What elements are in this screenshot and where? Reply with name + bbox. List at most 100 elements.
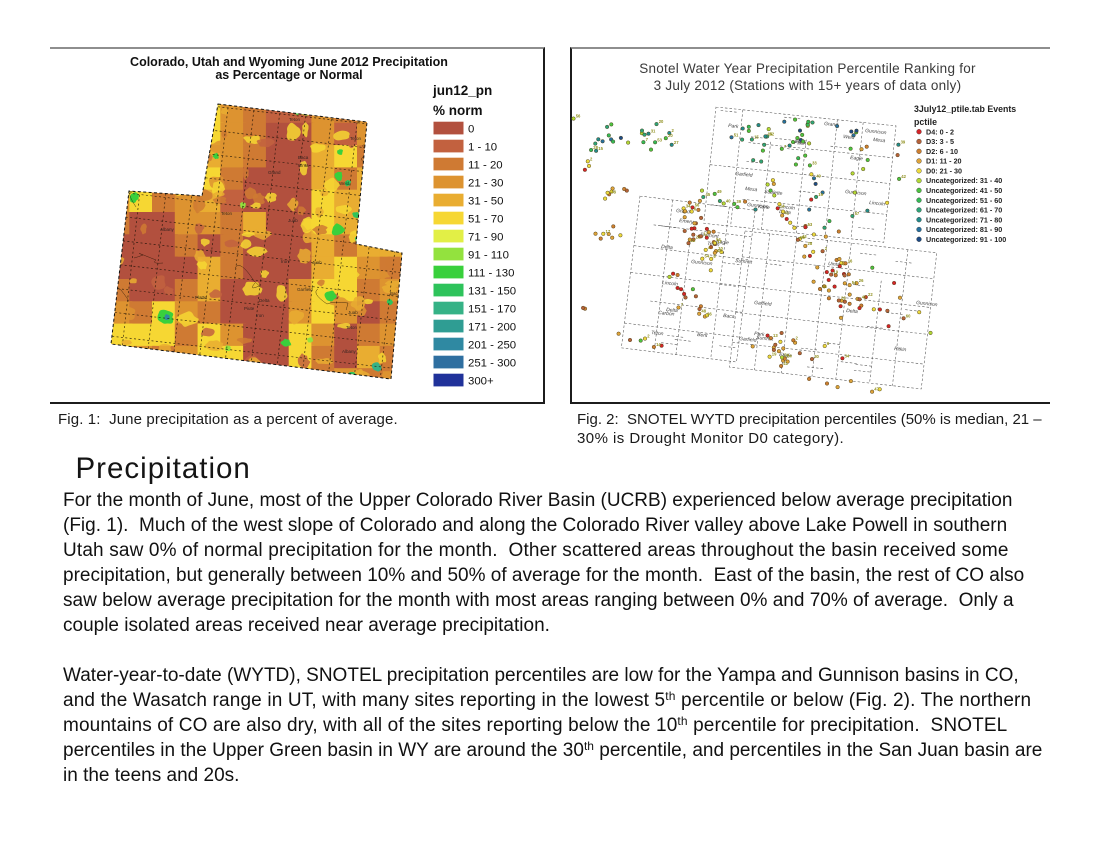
svg-text:Gunnison: Gunnison <box>691 259 713 267</box>
svg-text:Weld: Weld <box>187 152 198 157</box>
svg-text:Albany: Albany <box>342 349 357 354</box>
svg-text:6: 6 <box>694 207 697 212</box>
svg-text:15: 15 <box>754 135 759 140</box>
svg-text:17: 17 <box>606 229 611 234</box>
svg-text:Piute: Piute <box>244 306 255 311</box>
svg-text:31 - 50: 31 - 50 <box>468 195 503 207</box>
svg-text:10: 10 <box>718 246 723 251</box>
svg-text:21 - 30: 21 - 30 <box>468 177 503 189</box>
svg-text:28: 28 <box>808 241 813 246</box>
svg-text:14: 14 <box>656 342 661 347</box>
svg-text:42: 42 <box>901 174 906 179</box>
svg-text:Iron: Iron <box>256 313 264 318</box>
svg-text:Carbon: Carbon <box>658 310 675 318</box>
svg-text:Park: Park <box>754 331 765 338</box>
svg-text:2: 2 <box>825 246 828 251</box>
svg-text:D0: 21 - 30: D0: 21 - 30 <box>926 166 962 175</box>
svg-text:34: 34 <box>845 353 850 358</box>
svg-text:Baca: Baca <box>390 291 401 296</box>
svg-text:26: 26 <box>841 296 846 301</box>
svg-text:Juab: Juab <box>377 124 387 129</box>
svg-text:53: 53 <box>808 222 813 227</box>
svg-text:Platte: Platte <box>133 146 145 151</box>
svg-text:22: 22 <box>691 238 696 243</box>
svg-text:Teton: Teton <box>289 117 301 122</box>
svg-text:43: 43 <box>802 234 807 239</box>
svg-text:Emery: Emery <box>679 218 694 226</box>
svg-text:11 - 20: 11 - 20 <box>468 159 503 171</box>
svg-text:2: 2 <box>796 335 799 340</box>
svg-text:16: 16 <box>848 258 853 263</box>
svg-text:Delta: Delta <box>259 298 270 303</box>
svg-text:Summit: Summit <box>735 258 753 266</box>
svg-text:201 - 250: 201 - 250 <box>468 339 516 351</box>
svg-text:Weld: Weld <box>843 134 855 141</box>
svg-text:Park: Park <box>728 123 739 130</box>
svg-text:47: 47 <box>874 387 879 392</box>
svg-text:Bent: Bent <box>697 332 708 339</box>
svg-text:24: 24 <box>787 354 792 359</box>
svg-text:19: 19 <box>833 270 838 275</box>
svg-text:15: 15 <box>598 146 603 151</box>
svg-text:Juab: Juab <box>288 218 298 223</box>
svg-text:Uncategorized: 31 - 40: Uncategorized: 31 - 40 <box>926 176 1002 185</box>
svg-text:Iron: Iron <box>281 259 289 264</box>
svg-text:17: 17 <box>717 239 722 244</box>
svg-text:Lincoln: Lincoln <box>869 200 886 208</box>
svg-text:D1: 11 - 20: D1: 11 - 20 <box>926 157 962 166</box>
svg-text:41: 41 <box>783 361 788 366</box>
svg-text:34: 34 <box>686 203 691 208</box>
svg-text:Weld: Weld <box>339 181 350 186</box>
svg-text:13: 13 <box>773 333 778 338</box>
svg-text:Juab: Juab <box>348 310 358 315</box>
svg-text:Teton: Teton <box>651 330 664 337</box>
svg-text:54: 54 <box>784 352 789 357</box>
svg-text:28: 28 <box>593 145 598 150</box>
svg-text:45: 45 <box>706 192 711 197</box>
svg-text:171 - 200: 171 - 200 <box>468 321 516 333</box>
svg-text:19: 19 <box>772 352 777 357</box>
svg-text:Garfield: Garfield <box>739 336 757 344</box>
svg-text:46: 46 <box>717 248 722 253</box>
svg-text:56: 56 <box>576 114 581 119</box>
svg-text:60: 60 <box>906 313 911 318</box>
svg-text:20: 20 <box>659 119 664 124</box>
svg-text:7: 7 <box>784 144 787 149</box>
svg-text:9: 9 <box>713 254 716 259</box>
svg-text:31: 31 <box>651 129 656 134</box>
svg-text:Uncategorized: 81 - 90: Uncategorized: 81 - 90 <box>926 225 1002 234</box>
svg-text:Eagle: Eagle <box>850 155 864 162</box>
svg-text:D4: 0 - 2: D4: 0 - 2 <box>926 127 954 136</box>
svg-text:54: 54 <box>716 237 721 242</box>
svg-text:Juab: Juab <box>312 260 322 265</box>
svg-text:33: 33 <box>812 160 817 165</box>
svg-text:18: 18 <box>768 131 773 136</box>
svg-text:7: 7 <box>681 303 684 308</box>
svg-text:39: 39 <box>901 140 906 145</box>
svg-text:40: 40 <box>726 199 731 204</box>
svg-text:71 - 90: 71 - 90 <box>468 231 503 243</box>
svg-text:22: 22 <box>868 292 873 297</box>
svg-text:131 - 150: 131 - 150 <box>468 285 516 297</box>
svg-text:Uncategorized: 61 - 70: Uncategorized: 61 - 70 <box>926 206 1002 215</box>
svg-text:45: 45 <box>708 245 713 250</box>
svg-text:Delta: Delta <box>779 209 791 216</box>
svg-text:Garfield: Garfield <box>754 300 772 308</box>
svg-text:Fremont: Fremont <box>700 232 720 240</box>
svg-text:6: 6 <box>827 341 830 346</box>
svg-text:D2: 6 - 10: D2: 6 - 10 <box>926 147 958 156</box>
svg-text:2: 2 <box>647 334 650 339</box>
svg-text:48: 48 <box>611 189 616 194</box>
svg-text:2: 2 <box>590 156 593 161</box>
svg-text:Delta: Delta <box>666 307 678 314</box>
svg-text:Delta: Delta <box>846 308 858 315</box>
svg-text:49: 49 <box>816 173 821 178</box>
svg-text:Garfield: Garfield <box>735 171 753 179</box>
svg-text:Lincoln: Lincoln <box>779 204 796 212</box>
svg-text:57: 57 <box>855 211 860 216</box>
svg-text:Garfield: Garfield <box>189 165 205 170</box>
svg-text:56: 56 <box>695 202 700 207</box>
svg-text:Baca: Baca <box>382 216 393 221</box>
svg-text:1 - 10: 1 - 10 <box>468 141 497 153</box>
svg-text:Gunnison: Gunnison <box>747 202 769 210</box>
